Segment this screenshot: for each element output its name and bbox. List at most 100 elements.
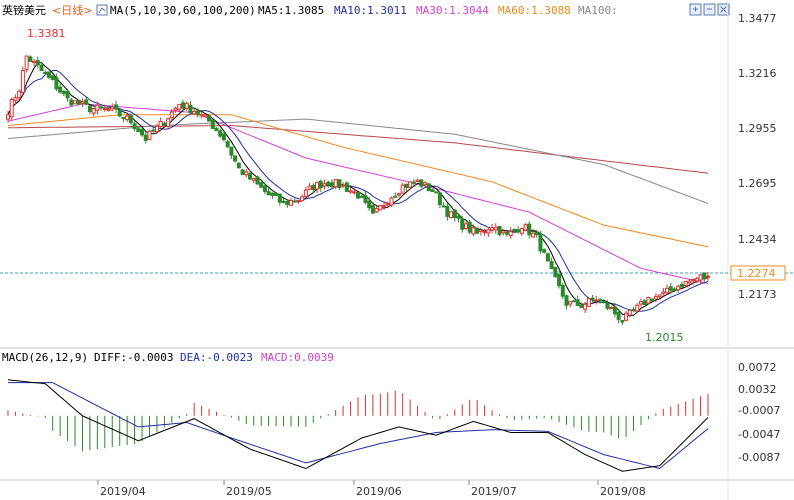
candle	[650, 298, 655, 302]
candle	[638, 301, 643, 305]
candle	[244, 171, 249, 176]
candle	[274, 192, 279, 196]
candle	[181, 102, 185, 109]
candle	[706, 275, 710, 278]
diff-line	[7, 379, 709, 472]
price-tick: 1.2434	[738, 233, 777, 246]
candle	[35, 60, 40, 66]
moving-averages	[7, 62, 709, 317]
macd-params: MACD(26,12,9)	[2, 351, 88, 364]
candle	[378, 205, 383, 211]
candle	[195, 110, 200, 115]
candle	[169, 111, 174, 119]
candle	[259, 182, 264, 188]
candle	[326, 181, 331, 186]
macd-panel	[7, 379, 709, 472]
candle	[683, 280, 688, 287]
ma-settings-icon-glyph	[98, 7, 106, 14]
candle	[99, 106, 104, 109]
dea-line	[8, 382, 709, 470]
candle	[504, 231, 509, 235]
candle	[653, 296, 658, 300]
ma60-line	[7, 114, 709, 248]
candle	[482, 230, 487, 233]
ma100-line	[7, 118, 709, 204]
candle	[441, 205, 446, 208]
candle	[91, 108, 96, 114]
candle	[218, 130, 223, 137]
candle	[698, 274, 703, 281]
candle	[121, 116, 126, 119]
candle	[162, 122, 167, 126]
candle	[527, 223, 532, 236]
macd-tick: -0.0047	[738, 428, 780, 441]
macd-dea: DEA:-0.0023	[180, 351, 253, 364]
candle	[493, 226, 498, 231]
candle	[125, 115, 130, 121]
price-tick: 1.3216	[738, 67, 777, 80]
candle	[359, 195, 364, 198]
candle	[315, 181, 320, 190]
candle	[627, 309, 632, 316]
candle	[400, 184, 405, 194]
candle	[270, 192, 275, 196]
candle	[20, 70, 25, 94]
candle	[337, 179, 342, 189]
candle	[598, 299, 603, 302]
candle	[151, 129, 156, 132]
candle	[225, 141, 230, 148]
candle	[240, 169, 245, 175]
candle	[612, 306, 617, 315]
candle	[490, 227, 495, 231]
candle	[657, 294, 662, 298]
candle	[128, 114, 133, 124]
low-annotation: 1.2015	[645, 331, 684, 344]
candle	[538, 233, 543, 252]
candle	[631, 308, 636, 312]
candle	[300, 196, 305, 202]
time-tick: 2019/06	[356, 485, 402, 498]
candle	[508, 230, 513, 236]
candle	[579, 304, 584, 309]
candle	[646, 296, 651, 304]
candle	[188, 104, 193, 114]
candle	[665, 287, 670, 293]
candle	[601, 300, 606, 303]
candle	[519, 227, 524, 234]
candle	[285, 200, 290, 206]
candle	[672, 288, 677, 292]
candle	[210, 119, 215, 129]
candle	[262, 185, 267, 192]
time-tick: 2019/04	[100, 485, 146, 498]
candle	[184, 103, 189, 109]
candle	[423, 182, 428, 186]
candle	[106, 108, 111, 112]
candle	[333, 179, 338, 188]
candle	[39, 64, 44, 72]
candle	[668, 286, 673, 291]
candle	[277, 193, 282, 203]
candle	[687, 280, 692, 284]
candle	[620, 319, 625, 323]
candle	[389, 197, 394, 206]
candle	[233, 155, 238, 162]
candle	[9, 99, 14, 118]
candle	[95, 104, 100, 111]
candle	[281, 201, 286, 204]
candle	[691, 278, 696, 281]
candle	[545, 253, 550, 262]
ma-settings-icon[interactable]	[96, 4, 108, 16]
high-annotation: 1.3381	[27, 27, 66, 40]
candle	[497, 225, 502, 235]
candle	[177, 104, 182, 111]
candle	[534, 231, 539, 236]
candle	[531, 232, 535, 238]
candle	[635, 304, 640, 312]
candle	[583, 303, 588, 310]
period-label[interactable]: <日线>	[52, 3, 92, 17]
candle	[560, 284, 565, 297]
current-price-box	[730, 265, 786, 281]
ma5-value: MA5:1.3085	[258, 4, 324, 17]
candle	[296, 200, 301, 203]
